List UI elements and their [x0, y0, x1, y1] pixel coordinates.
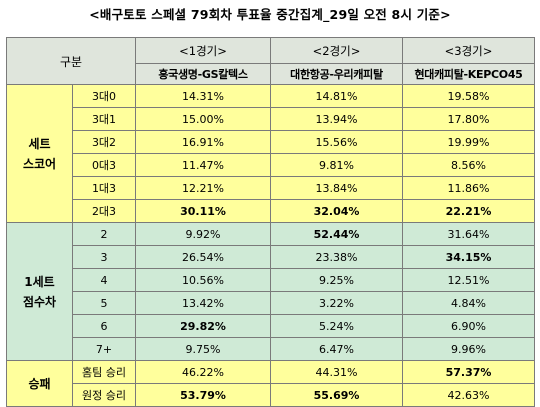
table-row: 0대3 11.47% 9.81% 8.56% [7, 153, 535, 177]
row-label: 5 [72, 291, 136, 315]
row-label: 1대3 [72, 176, 136, 200]
value-cell-game-3: 4.84% [402, 291, 535, 315]
value-cell-game-1: 11.47% [135, 153, 271, 177]
value-cell-game-2: 15.56% [270, 130, 403, 154]
value-cell-game-2: 32.04% [270, 199, 403, 223]
table-row: 3 26.54% 23.38% 34.15% [7, 245, 535, 269]
value-cell-game-3: 8.56% [402, 153, 535, 177]
value-cell-game-2: 5.24% [270, 314, 403, 338]
value-cell-game-2: 23.38% [270, 245, 403, 269]
value-cell-game-2: 13.84% [270, 176, 403, 200]
value-cell-game-3: 17.80% [402, 107, 535, 131]
table-row: 3대2 16.91% 15.56% 19.99% [7, 130, 535, 154]
table-row: 3대1 15.00% 13.94% 17.80% [7, 107, 535, 131]
value-cell-game-1: 12.21% [135, 176, 271, 200]
value-cell-game-3: 11.86% [402, 176, 535, 200]
value-cell-game-3: 42.63% [402, 383, 535, 407]
row-label: 3대2 [72, 130, 136, 154]
row-label: 3대0 [72, 84, 136, 108]
table-body: 세트 스코어 3대0 14.31% 14.81% 19.58% 3대1 15.00% 13.94… [6, 84, 535, 407]
row-label: 홈팀 승리 [72, 360, 136, 384]
value-cell-game-2: 13.94% [270, 107, 403, 131]
game-number-3: <3경기> [402, 37, 535, 64]
value-cell-game-3: 19.58% [402, 84, 535, 108]
header-row-teams: 흥국생명-GS칼텍스 대한항공-우리캐피탈 현대캐피탈-KEPCO45 [7, 63, 535, 85]
table-row: 4 10.56% 9.25% 12.51% [7, 268, 535, 292]
section-label-line: 스코어 [22, 156, 57, 171]
value-cell-game-1: 13.42% [135, 291, 271, 315]
value-cell-game-1: 15.00% [135, 107, 271, 131]
row-label: 6 [72, 314, 136, 338]
value-cell-game-2: 44.31% [270, 360, 403, 384]
value-cell-game-2: 3.22% [270, 291, 403, 315]
header-row-games: 구분 <1경기> <2경기> <3경기> [6, 37, 535, 85]
table-row: 1세트 점수차 2 9.92% 52.44% 31.64% [6, 222, 535, 361]
game-number-2: <2경기> [270, 37, 403, 64]
value-cell-game-1: 9.75% [135, 337, 271, 361]
table-row: 6 29.82% 5.24% 6.90% [7, 314, 535, 338]
value-cell-game-3: 34.15% [402, 245, 535, 269]
value-cell-game-1: 10.56% [135, 268, 271, 292]
value-cell-game-2: 9.81% [270, 153, 403, 177]
page-title: <배구토토 스페셜 79회차 투표율 중간집계_29일 오전 8시 기준> [89, 7, 451, 22]
game-teams-3: 현대캐피탈-KEPCO45 [402, 63, 535, 85]
value-cell-game-2: 52.44% [270, 222, 403, 246]
value-cell-game-2: 55.69% [270, 383, 403, 407]
value-cell-game-1: 29.82% [135, 314, 271, 338]
section-label-line: 승패 [28, 376, 51, 391]
section-label-line: 점수차 [22, 294, 57, 309]
value-cell-game-3: 57.37% [402, 360, 535, 384]
row-label: 7+ [72, 337, 136, 361]
value-cell-game-1: 14.31% [135, 84, 271, 108]
header-gubun: 구분 [6, 37, 136, 85]
value-cell-game-3: 22.21% [402, 199, 535, 223]
row-label: 2 [72, 222, 136, 246]
value-cell-game-3: 6.90% [402, 314, 535, 338]
value-cell-game-2: 9.25% [270, 268, 403, 292]
table-row: 승패 홈팀 승리 46.22% 44.31% 57.37% [6, 360, 535, 407]
value-cell-game-3: 9.96% [402, 337, 535, 361]
value-cell-game-1: 16.91% [135, 130, 271, 154]
value-cell-game-3: 31.64% [402, 222, 535, 246]
game-teams-2: 대한항공-우리캐피탈 [270, 63, 403, 85]
row-label: 3 [72, 245, 136, 269]
row-label: 2대3 [72, 199, 136, 223]
value-cell-game-3: 12.51% [402, 268, 535, 292]
value-cell-game-2: 14.81% [270, 84, 403, 108]
value-cell-game-1: 26.54% [135, 245, 271, 269]
table-row: 원정 승리 53.79% 55.69% 42.63% [7, 383, 535, 407]
value-cell-game-1: 9.92% [135, 222, 271, 246]
game-number-1: <1경기> [135, 37, 271, 64]
value-cell-game-2: 6.47% [270, 337, 403, 361]
table-row: 세트 스코어 3대0 14.31% 14.81% 19.58% [6, 84, 535, 223]
table-row: 5 13.42% 3.22% 4.84% [7, 291, 535, 315]
table-row: 2대3 30.11% 32.04% 22.21% [7, 199, 535, 223]
value-cell-game-3: 19.99% [402, 130, 535, 154]
row-label: 4 [72, 268, 136, 292]
section-label-line: 세트 [28, 136, 51, 151]
table-row: 7+ 9.75% 6.47% 9.96% [7, 337, 535, 361]
section-win-loss: 승패 [6, 360, 73, 407]
row-label: 3대1 [72, 107, 136, 131]
section-label-line: 1세트 [24, 274, 55, 289]
game-teams-1: 흥국생명-GS칼텍스 [135, 63, 271, 85]
vote-rate-table: 구분 <1경기> <2경기> <3경기> 흥국생명-GS칼텍스 대한항공-우리캐… [6, 37, 535, 407]
row-label: 원정 승리 [72, 383, 136, 407]
value-cell-game-1: 30.11% [135, 199, 271, 223]
table-row: 1대3 12.21% 13.84% 11.86% [7, 176, 535, 200]
value-cell-game-1: 46.22% [135, 360, 271, 384]
row-label: 0대3 [72, 153, 136, 177]
value-cell-game-1: 53.79% [135, 383, 271, 407]
